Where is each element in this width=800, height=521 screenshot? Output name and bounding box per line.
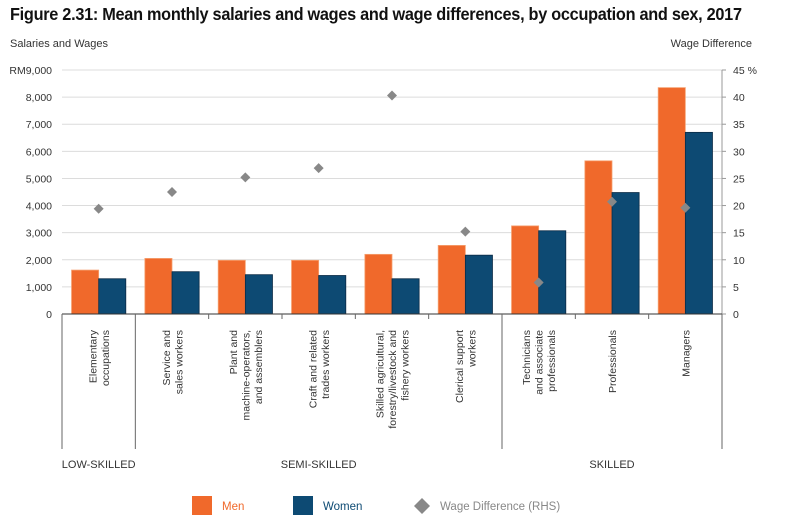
x-category-label: machine-operators, (240, 330, 252, 420)
y-tick-label: 0 (46, 309, 52, 321)
y2-tick-label: 10 (733, 255, 745, 267)
bar-men (144, 258, 173, 315)
y-tick-label: 3,000 (26, 228, 52, 240)
bar-men (291, 259, 320, 315)
x-category-label: occupations (100, 330, 112, 386)
x-category-label: Elementary (87, 329, 99, 383)
y-tick-label: 7,000 (26, 119, 52, 131)
y-tick-label: 4,000 (26, 201, 52, 213)
x-category-label: fishery workers (400, 330, 412, 401)
bar-women (684, 131, 713, 315)
wage-difference-marker (167, 187, 177, 197)
y2-tick-label: 25 (733, 173, 745, 185)
x-category-label: Service and (161, 330, 173, 386)
x-category-label: trades workers (320, 330, 332, 399)
legend-diamond-icon (414, 498, 430, 514)
y-tick-label: RM9,000 (9, 65, 52, 77)
bar-women (244, 274, 273, 315)
x-category-label: Craft and related (307, 330, 319, 408)
bar-men (657, 87, 686, 315)
x-category-label: and associate (534, 330, 546, 395)
x-category-label: forestry/livestock and (387, 330, 399, 429)
group-label: SEMI-SKILLED (281, 459, 357, 471)
legend-swatch-women (293, 496, 313, 515)
x-category-label: Plant and (228, 330, 240, 375)
y2-tick-label: 15 (733, 228, 745, 240)
wage-difference-marker (313, 163, 324, 174)
wage-difference-marker (240, 172, 251, 183)
bar-women (391, 278, 420, 315)
y-axis-title: Salaries and Wages (10, 38, 109, 50)
y2-axis-title: Wage Difference (671, 38, 752, 50)
y2-tick-label: 30 (733, 146, 745, 158)
y2-tick-label: 40 (733, 92, 745, 104)
x-category-label: Managers (680, 330, 692, 377)
x-category-label: Professionals (607, 330, 619, 393)
bar-women (611, 192, 640, 315)
bar-women (538, 230, 567, 315)
group-label: LOW-SKILLED (62, 459, 136, 471)
x-category-label: and assemblers (253, 330, 265, 404)
wage-difference-marker (387, 90, 397, 101)
x-category-label: Clerical support (454, 330, 466, 403)
x-category-label: professionals (546, 330, 558, 392)
bar-men (71, 269, 100, 315)
y2-tick-label: 35 (733, 119, 745, 131)
wage-difference-marker (93, 203, 104, 214)
chart-title: Figure 2.31: Mean monthly salaries and w… (10, 4, 742, 24)
y-tick-label: 6,000 (26, 146, 52, 158)
x-category-label: Technicians (521, 330, 533, 385)
x-category-label: Skilled agricultural, (375, 330, 387, 418)
y2-tick-label: 0 (733, 309, 739, 321)
legend-label: Wage Difference (RHS) (440, 501, 560, 513)
bar-women (171, 271, 200, 315)
bar-women (98, 278, 127, 315)
y-tick-label: 5,000 (26, 173, 52, 185)
x-category-label: workers (467, 330, 479, 368)
bar-men (584, 160, 613, 315)
y-tick-label: 8,000 (26, 92, 52, 104)
bar-men (511, 225, 540, 315)
wage-difference-marker (680, 202, 691, 213)
y-tick-label: 1,000 (26, 282, 52, 294)
bar-men (217, 259, 246, 315)
bar-men (437, 245, 466, 315)
bar-women (318, 275, 347, 315)
legend-label: Women (323, 501, 362, 513)
wage-difference-marker (607, 196, 617, 207)
wage-difference-marker (460, 226, 471, 237)
legend-swatch-men (192, 496, 212, 515)
y2-tick-label: 5 (733, 282, 739, 294)
wage-difference-marker (533, 277, 544, 288)
y-tick-label: 2,000 (26, 255, 52, 267)
y2-tick-label: 45 % (733, 65, 757, 77)
y2-tick-label: 20 (733, 201, 745, 213)
bar-women (464, 254, 493, 315)
bar-men (364, 253, 393, 315)
x-category-label: sales workers (173, 330, 185, 394)
legend-label: Men (222, 501, 244, 513)
group-label: SKILLED (589, 459, 634, 471)
